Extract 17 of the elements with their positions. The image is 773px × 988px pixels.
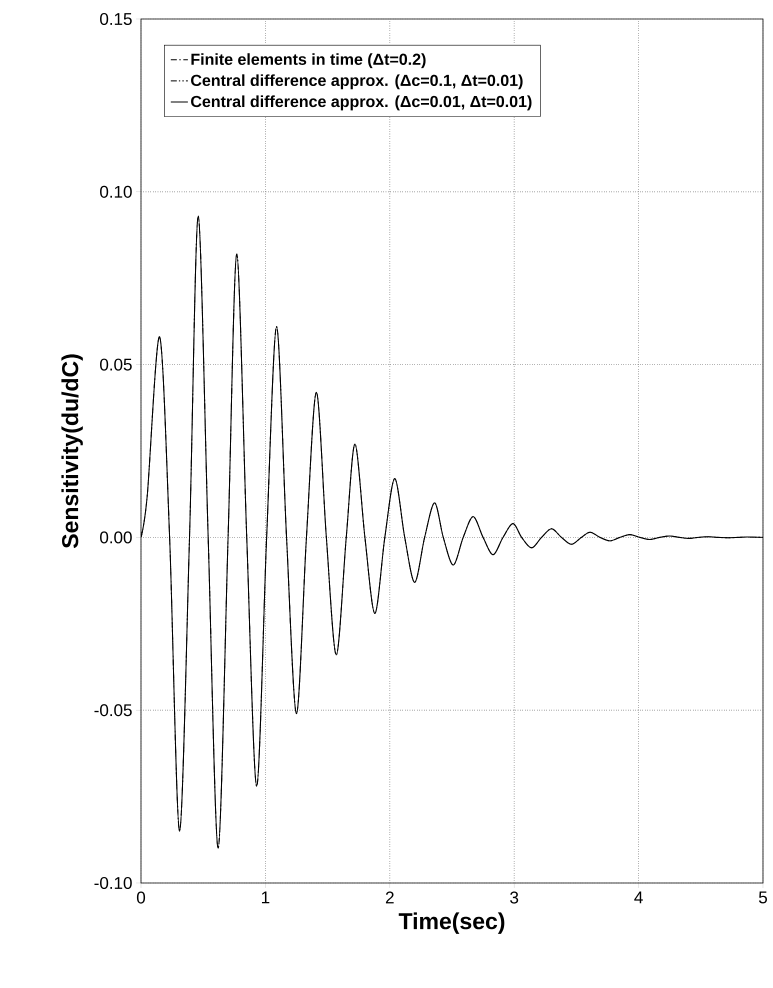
y-tick-label: 0.00	[100, 531, 132, 544]
y-tick-label: 0.05	[100, 358, 132, 371]
x-tick-label: 5	[758, 892, 767, 904]
y-tick-label: -0.10	[94, 876, 132, 890]
y-tick-label: 0.15	[100, 12, 132, 26]
x-tick-label: 2	[386, 892, 394, 904]
x-tick-label: 4	[634, 892, 643, 904]
x-tick-label: 0	[136, 892, 146, 904]
y-tick-label: 0.10	[100, 186, 132, 198]
x-axis-title: Time(sec)	[398, 912, 504, 934]
legend-label: Central difference approx. (Δc=0.1, Δt=0.01)	[191, 74, 523, 90]
y-tick-label: -0.05	[94, 704, 132, 716]
x-tick-label: 3	[510, 892, 518, 904]
x-tick-label: 1	[262, 892, 270, 904]
legend-label: Finite elements in time (Δt=0.2)	[191, 53, 426, 68]
y-axis-title: Sensitivity(du/dC)	[61, 354, 83, 548]
legend-label: Central difference approx. (Δc=0.01, Δt=0.01)	[191, 95, 532, 110]
